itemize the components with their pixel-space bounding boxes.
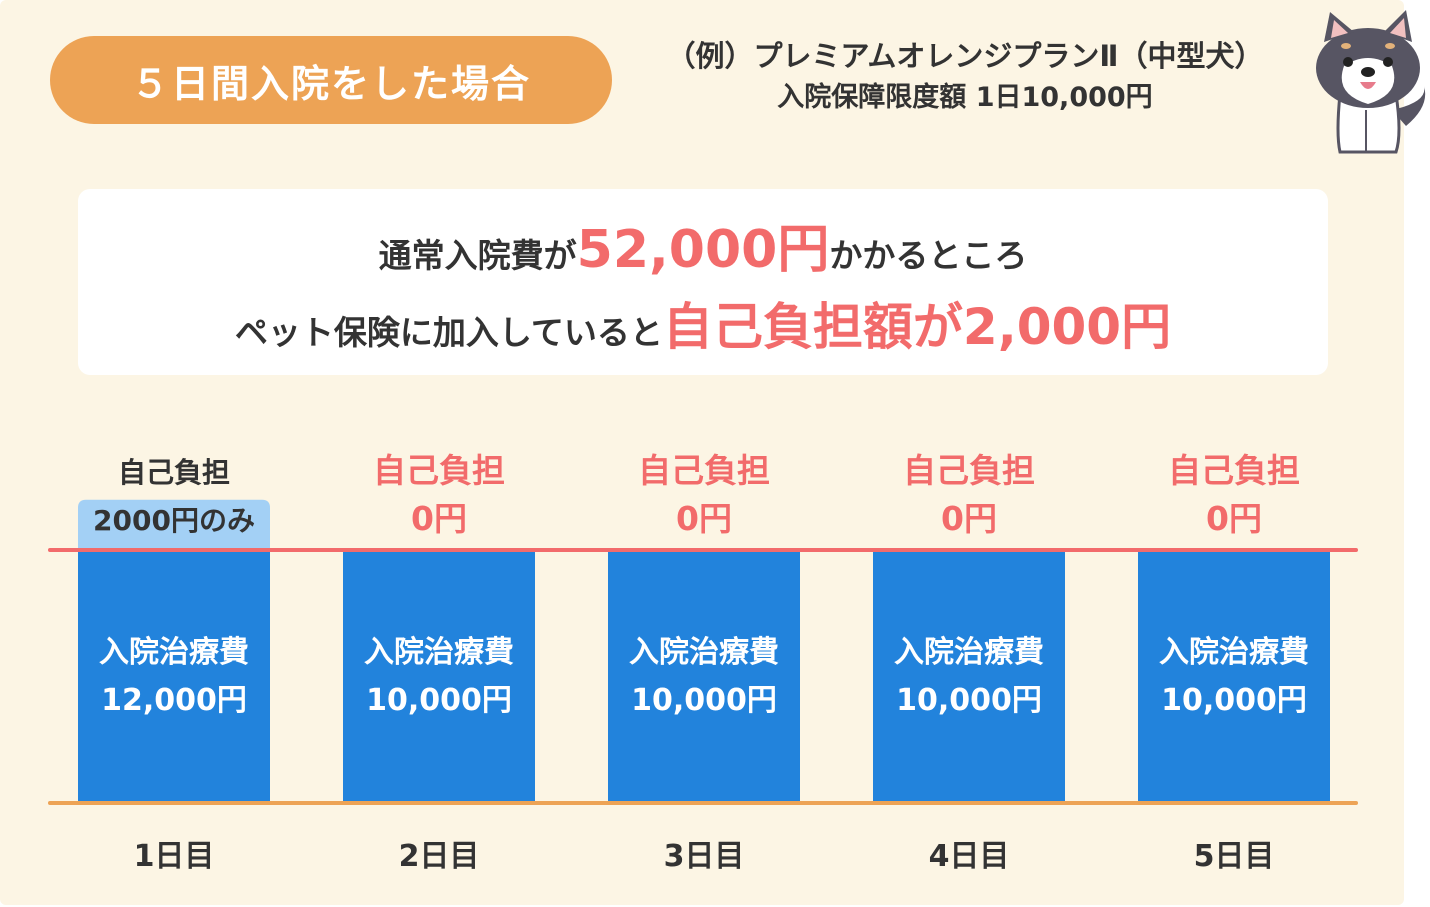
shiba-dog-icon — [1316, 10, 1426, 154]
self-pay-amount-3: 0円 — [676, 499, 732, 538]
bar-value-label-3: 10,000円 — [631, 683, 777, 718]
self-pay-amount-5: 0円 — [1206, 499, 1262, 538]
plan-limit: 入院保障限度額 1日10,000円 — [777, 82, 1153, 113]
bar-value-label-5: 10,000円 — [1161, 683, 1307, 718]
summary-card: 通常入院費が 52,000円 かかるところ ペット保険に加入していると 自己負担… — [78, 189, 1328, 375]
bar-insured-2 — [343, 550, 535, 801]
bar-label-5: 入院治療費 — [1159, 635, 1309, 670]
bar-label-4: 入院治療費 — [894, 635, 1044, 670]
bar-value-label-2: 10,000円 — [366, 683, 512, 718]
day-label-2: 2日目 — [399, 839, 480, 874]
day-label-4: 4日目 — [929, 839, 1010, 874]
bar-insured-3 — [608, 550, 800, 801]
summary-insured-label: ペット保険に加入していると — [234, 313, 663, 352]
self-pay-amount-4: 0円 — [941, 499, 997, 538]
summary-normal-cost-label: 通常入院費が — [378, 236, 577, 275]
summary-line-2: ペット保険に加入していると 自己負担額が2,000円 — [78, 287, 1328, 367]
summary-normal-cost-amount: 52,000円 — [576, 220, 830, 280]
bar-value-label-1: 12,000円 — [101, 683, 247, 718]
bar-label-3: 入院治療費 — [629, 635, 779, 670]
summary-self-pay-amount: 自己負担額が2,000円 — [662, 298, 1172, 356]
bar-insured-4 — [873, 550, 1065, 801]
bar-insured-5 — [1138, 550, 1330, 801]
self-pay-amount-2: 0円 — [411, 499, 467, 538]
bar-insured-1 — [78, 550, 270, 801]
summary-line-1: 通常入院費が 52,000円 かかるところ — [78, 207, 1328, 287]
case-title: ５日間入院をした場合 — [130, 61, 531, 106]
bar-label-2: 入院治療費 — [364, 635, 514, 670]
plan-info: （例）プレミアムオレンジプランⅡ（中型犬） 入院保障限度額 1日10,000円 — [640, 34, 1290, 118]
self-pay-title-5: 自己負担 — [1168, 451, 1300, 490]
bar-self-pay-1 — [78, 499, 270, 550]
bar-label-1: 入院治療費 — [99, 635, 249, 670]
self-pay-title-3: 自己負担 — [638, 451, 770, 490]
day-label-3: 3日目 — [664, 839, 745, 874]
day-label-1: 1日目 — [134, 839, 215, 874]
case-title-badge: ５日間入院をした場合 — [50, 36, 612, 124]
self-pay-title-2: 自己負担 — [373, 451, 505, 490]
plan-name: （例）プレミアムオレンジプランⅡ（中型犬） — [666, 39, 1264, 73]
self-pay-amount-1: 2000円のみ — [93, 504, 255, 537]
self-pay-title-4: 自己負担 — [903, 451, 1035, 490]
self-pay-title-1: 自己負担 — [118, 456, 230, 489]
day-label-5: 5日目 — [1194, 839, 1275, 874]
bar-value-label-4: 10,000円 — [896, 683, 1042, 718]
summary-normal-cost-suffix: かかるところ — [829, 236, 1028, 275]
